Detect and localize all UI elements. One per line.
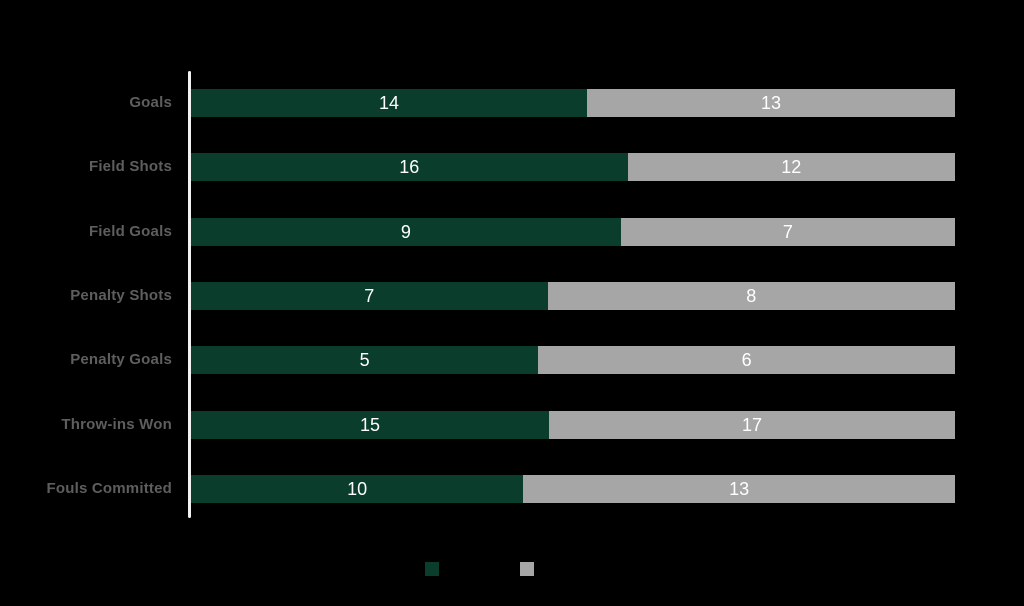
segment-value-label: 9: [400, 222, 411, 242]
category-label: Goals: [129, 94, 172, 111]
bar-row: Goals 14 13: [0, 89, 1024, 117]
bar-row: Fouls Committed 10 13: [0, 475, 1024, 503]
category-label: Field Goals: [88, 223, 172, 240]
segment-value-label: 17: [742, 415, 763, 435]
bar-segment-green: 15: [191, 411, 550, 439]
bar-segment-gray: 17: [549, 411, 955, 439]
legend-swatch-gray: [520, 562, 534, 576]
segment-value-label: 12: [781, 157, 802, 177]
legend: [0, 561, 1024, 577]
segment-value-label: 16: [399, 157, 420, 177]
segment-value-label: 13: [761, 93, 782, 113]
segment-value-label: 10: [347, 479, 368, 499]
bar-segment-green: 16: [191, 153, 628, 181]
category-label: Field Shots: [88, 158, 172, 175]
segment-value-label: 7: [782, 222, 793, 242]
bar-segment-gray: 6: [538, 346, 955, 374]
bar-track: 14 13: [191, 89, 955, 117]
bar-segment-green: 10: [191, 475, 524, 503]
bar-segment-gray: 7: [620, 218, 955, 246]
legend-swatch-green: [425, 562, 439, 576]
bar-row: Penalty Shots 7 8: [0, 282, 1024, 310]
bar-segment-gray: 13: [523, 475, 955, 503]
segment-value-label: 6: [741, 350, 752, 370]
bar-track: 10 13: [191, 475, 955, 503]
bar-segment-gray: 12: [627, 153, 955, 181]
segment-value-label: 8: [746, 286, 757, 306]
bar-row: Penalty Goals 5 6: [0, 346, 1024, 374]
bar-row: Throw-ins Won 15 17: [0, 411, 1024, 439]
y-axis-line: [188, 71, 191, 518]
bar-track: 15 17: [191, 411, 955, 439]
category-label: Fouls Committed: [46, 480, 172, 497]
segment-value-label: 5: [359, 350, 370, 370]
segment-value-label: 15: [360, 415, 381, 435]
segment-value-label: 13: [729, 479, 750, 499]
segment-value-label: 7: [364, 286, 375, 306]
bar-track: 16 12: [191, 153, 955, 181]
category-label: Penalty Shots: [70, 287, 172, 304]
bar-segment-gray: 8: [547, 282, 955, 310]
category-label: Throw-ins Won: [61, 416, 172, 433]
bar-row: Field Shots 16 12: [0, 153, 1024, 181]
bar-segment-gray: 13: [587, 89, 955, 117]
bar-segment-green: 14: [191, 89, 588, 117]
bar-segment-green: 7: [191, 282, 548, 310]
bar-row: Field Goals 9 7: [0, 218, 1024, 246]
bar-segment-green: 5: [191, 346, 539, 374]
segment-value-label: 14: [379, 93, 400, 113]
category-label: Penalty Goals: [70, 351, 172, 368]
bar-segment-green: 9: [191, 218, 621, 246]
